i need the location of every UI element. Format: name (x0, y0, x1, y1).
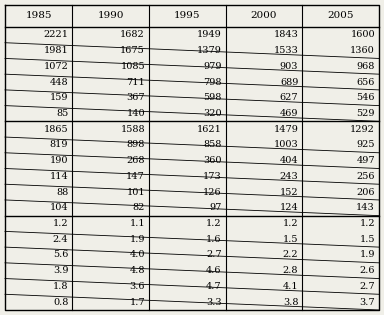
Text: 798: 798 (203, 77, 222, 87)
Text: 1.1: 1.1 (129, 219, 145, 228)
Text: 2.7: 2.7 (359, 282, 375, 291)
Text: 4.8: 4.8 (129, 266, 145, 275)
Text: 2.4: 2.4 (53, 235, 68, 244)
Text: 1.2: 1.2 (206, 219, 222, 228)
Text: 1675: 1675 (120, 46, 145, 55)
Text: 1292: 1292 (350, 125, 375, 134)
Text: 2000: 2000 (251, 12, 277, 20)
Text: 101: 101 (126, 188, 145, 197)
Text: 1.6: 1.6 (206, 235, 222, 244)
Text: 3.6: 3.6 (129, 282, 145, 291)
Text: 1379: 1379 (197, 46, 222, 55)
Text: 1682: 1682 (120, 30, 145, 39)
Text: 711: 711 (126, 77, 145, 87)
Text: 2.2: 2.2 (283, 250, 298, 260)
Text: 598: 598 (203, 93, 222, 102)
Text: 1072: 1072 (43, 62, 68, 71)
Text: 469: 469 (280, 109, 298, 118)
Text: 1.2: 1.2 (53, 219, 68, 228)
Text: 529: 529 (356, 109, 375, 118)
Text: 689: 689 (280, 77, 298, 87)
Text: 1533: 1533 (273, 46, 298, 55)
Text: 1.5: 1.5 (283, 235, 298, 244)
Text: 1360: 1360 (350, 46, 375, 55)
Text: 627: 627 (280, 93, 298, 102)
Text: 1981: 1981 (43, 46, 68, 55)
Text: 1.2: 1.2 (359, 219, 375, 228)
Text: 243: 243 (280, 172, 298, 181)
Text: 3.8: 3.8 (283, 298, 298, 306)
Text: 152: 152 (280, 188, 298, 197)
Text: 320: 320 (203, 109, 222, 118)
Text: 3.3: 3.3 (206, 298, 222, 306)
Text: 256: 256 (356, 172, 375, 181)
Text: 1.9: 1.9 (359, 250, 375, 260)
Text: 143: 143 (356, 203, 375, 212)
Text: 898: 898 (127, 140, 145, 149)
Text: 3.9: 3.9 (53, 266, 68, 275)
Text: 159: 159 (50, 93, 68, 102)
Text: 1003: 1003 (273, 140, 298, 149)
Text: 4.0: 4.0 (129, 250, 145, 260)
Text: 2.6: 2.6 (359, 266, 375, 275)
Text: 126: 126 (203, 188, 222, 197)
Text: 2221: 2221 (43, 30, 68, 39)
Text: 925: 925 (356, 140, 375, 149)
Text: 858: 858 (203, 140, 222, 149)
Text: 1588: 1588 (120, 125, 145, 134)
Text: 819: 819 (50, 140, 68, 149)
Text: 124: 124 (280, 203, 298, 212)
Text: 968: 968 (357, 62, 375, 71)
Text: 546: 546 (356, 93, 375, 102)
Text: 404: 404 (280, 156, 298, 165)
Text: 2005: 2005 (328, 12, 354, 20)
Text: 1600: 1600 (350, 30, 375, 39)
Text: 147: 147 (126, 172, 145, 181)
Text: 1.7: 1.7 (129, 298, 145, 306)
Text: 206: 206 (356, 188, 375, 197)
Text: 903: 903 (280, 62, 298, 71)
Text: 360: 360 (203, 156, 222, 165)
Text: 2.7: 2.7 (206, 250, 222, 260)
Text: 367: 367 (126, 93, 145, 102)
Text: 173: 173 (203, 172, 222, 181)
Text: 140: 140 (126, 109, 145, 118)
Text: 97: 97 (209, 203, 222, 212)
Text: 4.7: 4.7 (206, 282, 222, 291)
Text: 497: 497 (356, 156, 375, 165)
Text: 1990: 1990 (98, 12, 124, 20)
Text: 2.8: 2.8 (283, 266, 298, 275)
Text: 5.6: 5.6 (53, 250, 68, 260)
Text: 448: 448 (50, 77, 68, 87)
Text: 1.8: 1.8 (53, 282, 68, 291)
Text: 85: 85 (56, 109, 68, 118)
Text: 114: 114 (50, 172, 68, 181)
Text: 104: 104 (50, 203, 68, 212)
Text: 82: 82 (132, 203, 145, 212)
Text: 4.1: 4.1 (283, 282, 298, 291)
Text: 1.2: 1.2 (283, 219, 298, 228)
Text: 1.9: 1.9 (129, 235, 145, 244)
Text: 1085: 1085 (120, 62, 145, 71)
Text: 1479: 1479 (273, 125, 298, 134)
Text: 1949: 1949 (197, 30, 222, 39)
Text: 1985: 1985 (25, 12, 52, 20)
Text: 3.7: 3.7 (359, 298, 375, 306)
Text: 88: 88 (56, 188, 68, 197)
Text: 0.8: 0.8 (53, 298, 68, 306)
Text: 4.6: 4.6 (206, 266, 222, 275)
Text: 1.5: 1.5 (359, 235, 375, 244)
Text: 1995: 1995 (174, 12, 200, 20)
Text: 1843: 1843 (273, 30, 298, 39)
Text: 190: 190 (50, 156, 68, 165)
Text: 1865: 1865 (44, 125, 68, 134)
Text: 1621: 1621 (197, 125, 222, 134)
Text: 268: 268 (126, 156, 145, 165)
Text: 656: 656 (357, 77, 375, 87)
Text: 979: 979 (203, 62, 222, 71)
